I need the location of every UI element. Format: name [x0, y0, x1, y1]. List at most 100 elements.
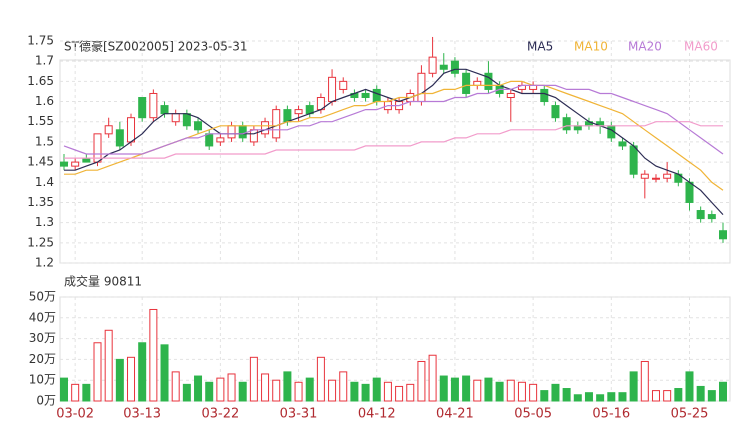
- legend-label: MA10: [574, 40, 608, 54]
- candle-body: [663, 173, 672, 179]
- candle-body: [562, 117, 571, 131]
- volume-tick-label: 20万: [29, 352, 56, 366]
- y-tick-label: 1.75: [27, 34, 54, 48]
- volume-tick-label: 10万: [29, 373, 56, 387]
- volume-bar: [506, 379, 515, 402]
- candle-body: [194, 121, 203, 131]
- volume-bar: [272, 379, 281, 402]
- candle-body: [450, 60, 459, 74]
- candle-body: [160, 105, 169, 115]
- candle-body: [115, 129, 124, 147]
- volume-bar: [674, 388, 683, 402]
- volume-bar: [127, 356, 136, 402]
- candle-body: [283, 109, 292, 123]
- volume-bar: [339, 371, 348, 402]
- candle-body: [529, 84, 538, 90]
- x-tick-label: 05-16: [592, 407, 630, 422]
- y-tick-label: 1.55: [27, 114, 54, 128]
- y-tick-label: 1.25: [27, 235, 54, 249]
- candle-body: [719, 230, 727, 240]
- ma-line: [64, 121, 723, 159]
- volume-bar: [316, 356, 325, 402]
- volume-bar: [82, 383, 91, 402]
- candle-body: [551, 105, 560, 119]
- volume-bar: [138, 342, 147, 402]
- volume-bar: [115, 358, 124, 402]
- volume-bar: [182, 383, 191, 402]
- volume-bar: [473, 379, 482, 402]
- candle-body: [372, 88, 381, 103]
- x-tick-label: 04-12: [358, 407, 396, 422]
- volume-bar: [361, 383, 370, 402]
- volume-bar: [194, 375, 203, 402]
- x-tick-label: 03-13: [123, 407, 161, 422]
- candle-body: [439, 64, 448, 70]
- volume-bar: [663, 390, 672, 402]
- volume-bar: [562, 388, 571, 402]
- candle-body: [629, 145, 638, 175]
- candle-body: [182, 113, 191, 127]
- candle-body: [127, 117, 136, 143]
- volume-bar: [294, 381, 303, 402]
- y-tick-label: 1.3: [35, 215, 54, 229]
- volume-bar: [372, 377, 381, 402]
- volume-bar: [305, 377, 314, 402]
- volume-bar: [529, 383, 538, 402]
- candle-body: [428, 56, 437, 74]
- volume-tick-label: 40万: [29, 310, 56, 324]
- candle-body: [462, 72, 471, 94]
- volume-bar: [60, 377, 68, 402]
- volume-bar: [696, 385, 705, 402]
- candle-body: [272, 109, 281, 139]
- candle-body: [339, 80, 348, 90]
- volume-bar: [484, 377, 493, 402]
- volume-bar: [540, 390, 549, 402]
- volume-bar: [171, 371, 180, 402]
- candle-body: [640, 173, 649, 179]
- volume-bar: [685, 371, 694, 402]
- candle-body: [506, 92, 515, 99]
- volume-bar: [227, 373, 236, 402]
- candle-body: [361, 92, 370, 99]
- x-tick-label: 04-21: [436, 407, 474, 422]
- candle-body: [60, 161, 68, 167]
- chart-title: ST德豪[SZ002005] 2023-05-31: [64, 39, 248, 54]
- candle-body: [171, 113, 180, 123]
- candle-body: [328, 76, 337, 103]
- candle-body: [216, 137, 225, 143]
- volume-tick-label: 0万: [36, 394, 56, 408]
- volume-bar: [205, 381, 214, 402]
- candle-body: [484, 72, 493, 90]
- candle-body: [685, 181, 694, 203]
- volume-bar: [719, 381, 727, 402]
- y-tick-label: 1.35: [27, 195, 54, 209]
- candle-body: [540, 88, 549, 103]
- candle-body: [138, 97, 147, 119]
- x-tick-label: 03-02: [56, 407, 94, 422]
- volume-bar: [249, 356, 258, 402]
- volume-bar: [149, 308, 158, 402]
- candle-body: [249, 129, 258, 143]
- candle-body: [104, 125, 113, 135]
- volume-bar: [495, 381, 504, 402]
- y-tick-label: 1.5: [35, 134, 54, 148]
- volume-bar: [573, 394, 582, 402]
- legend-label: MA20: [628, 40, 662, 54]
- x-tick-label: 03-22: [201, 407, 239, 422]
- volume-bar: [607, 392, 616, 402]
- volume-bar: [160, 344, 169, 402]
- volume-bar: [618, 392, 627, 402]
- volume-bar: [584, 392, 593, 402]
- legend-label: MA60: [684, 40, 718, 54]
- volume-bar: [417, 360, 426, 402]
- volume-bar: [596, 394, 605, 402]
- candle-body: [71, 161, 80, 167]
- volume-bar: [439, 375, 448, 402]
- volume-bar: [261, 373, 270, 402]
- candle-body: [238, 125, 247, 139]
- volume-bar: [707, 390, 716, 402]
- ma-line: [63, 84, 724, 155]
- volume-tick-label: 50万: [29, 290, 56, 304]
- x-tick-label: 05-05: [514, 407, 552, 422]
